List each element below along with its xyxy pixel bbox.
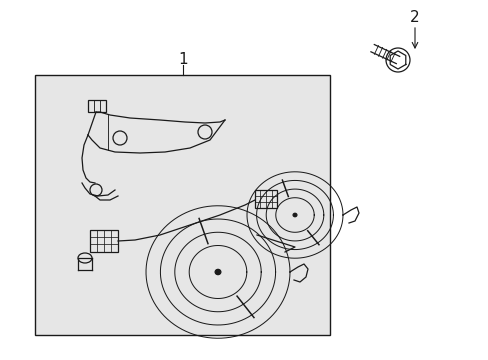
Bar <box>35 75 329 335</box>
Bar <box>254 190 276 208</box>
Bar <box>90 230 118 252</box>
Bar <box>88 100 106 112</box>
Text: 2: 2 <box>409 10 419 26</box>
Ellipse shape <box>292 213 296 217</box>
Ellipse shape <box>215 269 221 275</box>
Text: 1: 1 <box>178 53 187 68</box>
